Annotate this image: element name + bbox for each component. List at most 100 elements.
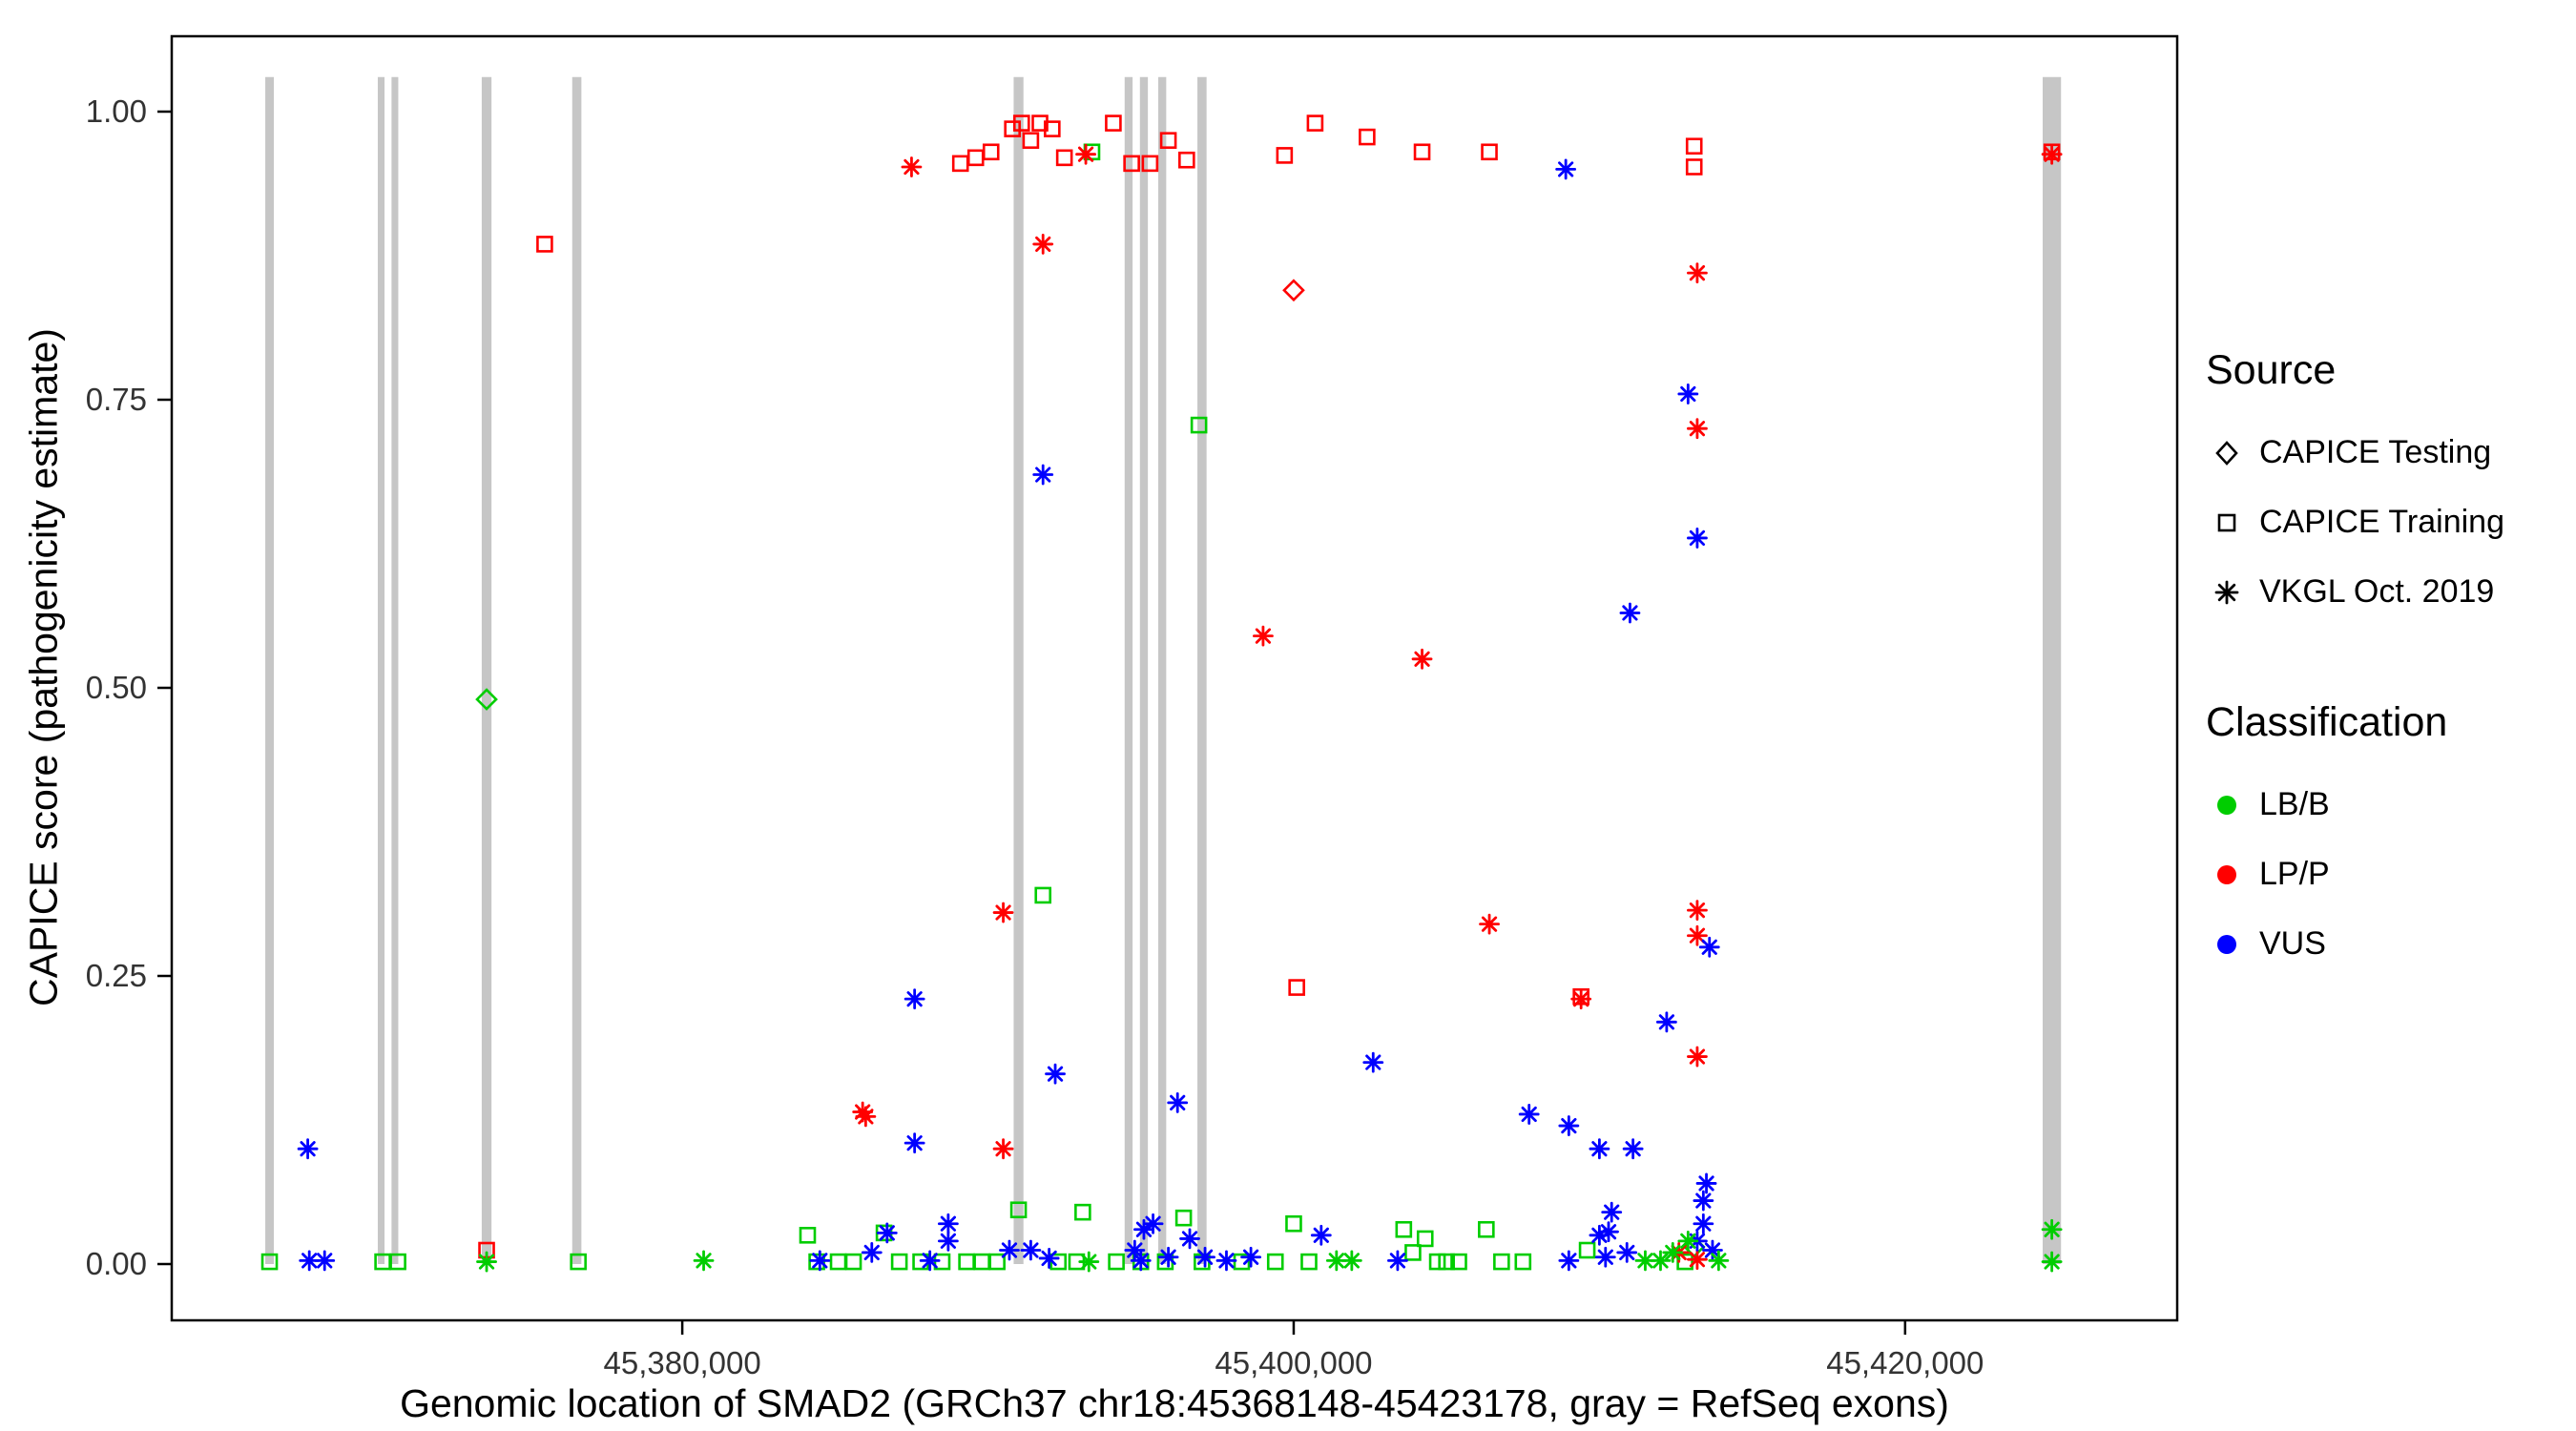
data-point-square [389,1253,406,1271]
data-point-asterisk [861,1242,883,1263]
data-point-asterisk [1677,384,1699,404]
data-point-asterisk [1195,1246,1215,1268]
data-point-asterisk [2041,143,2063,165]
data-point-square [1413,143,1431,161]
data-point-square [1359,128,1376,146]
data-point-square [844,1253,862,1271]
data-point-asterisk [1411,648,1433,670]
legend-item-label: VKGL Oct. 2019 [2259,573,2495,610]
data-point-square [829,1253,847,1271]
data-point-square [536,236,553,253]
data-point-asterisk [2041,1251,2063,1273]
data-point-asterisk [1157,1246,1179,1268]
data-point-square [1685,158,1703,176]
data-point-asterisk [1687,900,1708,922]
data-point-asterisk [1130,1250,1152,1272]
data-point-asterisk [1240,1246,1262,1268]
data-point-asterisk [1387,1250,1408,1272]
data-point-asterisk [1179,1228,1200,1250]
data-point-asterisk [1695,1172,1717,1194]
data-point-asterisk [299,1250,321,1272]
data-point-asterisk [1479,913,1500,935]
data-point-square [1108,1253,1125,1271]
data-point-square [1416,1230,1434,1248]
data-point-square [1004,120,1021,137]
data-point-diamond [475,688,498,711]
y-tick-label: 0.00 [86,1246,147,1281]
data-point-asterisk [1589,1138,1610,1160]
data-point-diamond [1282,279,1305,302]
data-point-square [1034,886,1052,904]
data-point-asterisk [1570,988,1592,1010]
data-point-asterisk [999,1239,1020,1261]
data-point-asterisk [1662,1242,1684,1263]
data-point-square [799,1227,817,1244]
x-tick-label: 45,400,000 [1215,1345,1372,1380]
lpp-dot-icon [2206,854,2259,896]
exon-bar [1013,76,1024,1264]
data-point-square [260,1253,279,1271]
data-point-square [1031,114,1049,132]
data-point-asterisk [1650,1250,1672,1272]
data-point-square [1159,132,1177,149]
data-point-asterisk [1078,1251,1100,1273]
data-point-asterisk [992,902,1014,923]
exon-bar [265,76,275,1264]
data-point-square [1266,1253,1284,1271]
diamond-icon [2206,432,2259,474]
x-axis-title: Genomic location of SMAD2 (GRCh37 chr18:… [400,1381,1949,1425]
exon-bar [1197,76,1207,1264]
data-point-square [1395,1220,1413,1238]
legend-item-lpp: LP/P [2206,840,2568,909]
data-point-asterisk [1518,1104,1540,1125]
data-point-square [1300,1253,1318,1271]
data-point-asterisk [1619,602,1641,624]
data-point-asterisk [809,1250,831,1272]
data-point-asterisk [1253,625,1274,647]
data-point-asterisk [1020,1239,1042,1261]
data-point-square [1288,979,1305,996]
data-point-square [1404,1244,1422,1261]
y-tick-label: 1.00 [86,93,147,129]
data-point-square [1190,416,1208,434]
data-point-square [1478,1220,1495,1238]
data-point-asterisk [1677,1230,1699,1252]
data-point-asterisk [1075,143,1096,165]
data-point-asterisk [904,1132,925,1154]
data-point-square [1438,1253,1455,1271]
data-point-square [1022,132,1040,149]
y-axis-title: CAPICE score (pathogenicity estimate) [21,328,66,1007]
data-point-square [1009,1201,1028,1219]
data-point-square [890,1253,908,1271]
data-point-asterisk [1215,1250,1237,1272]
data-point-square [1074,1203,1091,1221]
data-point-asterisk [1687,262,1708,284]
legend-item-vkgl: VKGL Oct. 2019 [2206,557,2568,627]
exon-bar [571,76,582,1264]
data-point-asterisk [314,1250,336,1272]
data-point-asterisk [1558,1115,1580,1136]
data-point-asterisk [1594,1246,1616,1268]
data-point-asterisk [1032,464,1054,486]
data-point-asterisk [901,156,923,177]
data-point-asterisk [1558,1250,1580,1272]
data-point-asterisk [1038,1248,1060,1269]
data-point-asterisk [1687,924,1708,946]
data-point-square [1514,1253,1532,1271]
legend-item-vus: VUS [2206,909,2568,979]
legend-item-label: VUS [2259,925,2326,962]
data-point-square [973,1253,990,1271]
exon-bar [481,76,492,1264]
data-point-asterisk [992,1138,1014,1160]
data-point-asterisk [1708,1250,1730,1272]
data-point-asterisk [1622,1138,1644,1160]
legend-item-capice-training: CAPICE Training [2206,487,2568,557]
data-point-asterisk [693,1250,715,1272]
data-point-asterisk [855,1106,877,1128]
data-point-asterisk [1045,1063,1066,1085]
legend-source-title: Source [2206,347,2337,393]
data-point-square [1306,114,1324,132]
vus-dot-icon [2206,923,2259,965]
data-point-asterisk [1687,1046,1708,1068]
